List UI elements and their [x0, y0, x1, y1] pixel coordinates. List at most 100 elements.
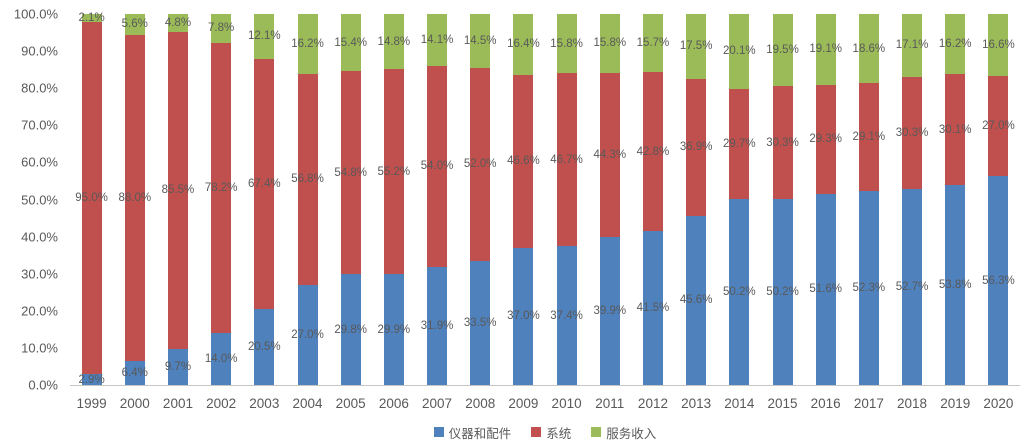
data-label-instruments-and-accessories: 53.8% — [938, 279, 972, 292]
data-label-instruments-and-accessories: 41.5% — [636, 302, 670, 315]
bar-segment-systems — [124, 34, 145, 362]
data-label-systems: 67.4% — [248, 177, 281, 190]
bar-segment-instruments-and-accessories — [815, 193, 836, 385]
x-axis-tick-label: 2012 — [637, 396, 668, 411]
bar-segment-instruments-and-accessories — [772, 198, 793, 385]
data-label-instruments-and-accessories: 52.3% — [852, 281, 886, 294]
data-label-systems: 55.2% — [377, 165, 411, 178]
bar-segment-service-revenue — [513, 14, 534, 75]
data-label-service-revenue: 16.2% — [291, 38, 324, 51]
bar-segment-instruments-and-accessories — [124, 361, 145, 385]
bar-segment-systems — [340, 71, 361, 275]
y-axis-tick-label: 10.0% — [21, 340, 58, 356]
data-label-systems: 54.0% — [420, 160, 454, 173]
data-label-systems: 29.1% — [852, 131, 886, 143]
data-label-service-revenue: 20.1% — [723, 45, 756, 58]
bar-segment-instruments-and-accessories — [340, 274, 361, 385]
legend-label-instruments-and-accessories: 仪器和配件 — [448, 426, 512, 441]
bar-segment-systems — [81, 21, 102, 375]
bar-segment-service-revenue — [858, 14, 879, 84]
bar-segment-instruments-and-accessories — [254, 308, 275, 385]
bar-segment-instruments-and-accessories — [945, 185, 966, 385]
data-label-systems: 29.3% — [809, 133, 842, 146]
legend-item-service-revenue: 服务收入 — [591, 423, 656, 442]
legend-item-instruments-and-accessories: 仪器和配件 — [433, 423, 512, 442]
bar-segment-instruments-and-accessories — [427, 266, 448, 385]
data-label-systems: 46.7% — [550, 153, 583, 166]
bar-segment-instruments-and-accessories — [470, 260, 491, 385]
bar-segment-instruments-and-accessories — [211, 333, 232, 385]
legend-item-systems: 系统 — [531, 423, 571, 442]
bar-segment-service-revenue — [729, 14, 750, 89]
y-axis-tick-label: 0.0% — [28, 377, 58, 393]
data-label-systems: 36.9% — [679, 141, 713, 154]
bar-segment-instruments-and-accessories — [383, 274, 404, 385]
data-label-instruments-and-accessories: 51.6% — [809, 283, 842, 296]
data-label-service-revenue: 16.2% — [938, 37, 972, 50]
bar-segment-systems — [513, 74, 534, 248]
data-label-instruments-and-accessories: 50.2% — [766, 285, 799, 298]
y-axis: 100.0% 90.0% 80.0% 70.0% 60.0% 50.0% 40.0% 30.0… — [0, 7, 62, 393]
data-label-instruments-and-accessories: 27.0% — [291, 328, 324, 341]
data-label-instruments-and-accessories: 52.7% — [895, 281, 929, 294]
bar-segment-instruments-and-accessories — [167, 349, 188, 385]
data-label-instruments-and-accessories: 31.9% — [420, 319, 454, 332]
data-label-instruments-and-accessories: 33.5% — [463, 316, 497, 329]
bar-segment-instruments-and-accessories — [858, 190, 879, 385]
data-label-instruments-and-accessories: 37.4% — [550, 309, 583, 322]
bar-segment-service-revenue — [254, 14, 275, 59]
bar-segment-systems — [772, 86, 793, 199]
data-label-service-revenue: 15.8% — [550, 37, 583, 50]
legend-swatch-instruments-and-accessories — [433, 427, 444, 437]
bar-segment-service-revenue — [427, 14, 448, 67]
x-axis-tick-label: 2006 — [378, 396, 409, 411]
bar-segment-systems — [815, 84, 836, 194]
bar-segment-systems — [642, 72, 663, 232]
x-axis-tick-label: 2019 — [940, 396, 971, 411]
bar-segment-systems — [988, 75, 1009, 177]
data-label-service-revenue: 14.5% — [463, 34, 497, 47]
bar-segment-instruments-and-accessories — [729, 198, 750, 385]
data-label-service-revenue: 15.7% — [636, 37, 670, 50]
x-axis-tick-label: 2000 — [119, 396, 150, 411]
y-axis-tick-label: 90.0% — [21, 43, 58, 59]
x-axis-tick-label: 2018 — [897, 396, 928, 411]
data-label-systems: 52.0% — [463, 158, 497, 171]
data-label-service-revenue: 18.6% — [852, 42, 886, 55]
data-label-systems: 88.0% — [118, 192, 152, 205]
data-label-instruments-and-accessories: 14.0% — [204, 353, 238, 366]
data-label-instruments-and-accessories: 37.0% — [507, 310, 540, 323]
x-axis-tick-label: 2008 — [465, 396, 496, 411]
bar-segment-instruments-and-accessories — [902, 189, 923, 385]
data-label-service-revenue: 16.6% — [982, 39, 1015, 52]
x-axis-tick-label: 2013 — [681, 396, 712, 411]
bar-segment-instruments-and-accessories — [599, 236, 620, 385]
data-label-service-revenue: 14.1% — [420, 34, 454, 47]
data-label-service-revenue: 15.8% — [593, 37, 627, 50]
data-label-systems: 56.8% — [291, 173, 324, 186]
data-label-systems: 85.5% — [161, 184, 195, 197]
bar-segment-service-revenue — [124, 14, 145, 35]
bar-segment-instruments-and-accessories — [81, 374, 102, 385]
bar-segment-service-revenue — [470, 14, 491, 68]
bar-segment-systems — [858, 83, 879, 191]
data-label-systems: 44.3% — [593, 148, 627, 161]
data-label-service-revenue: 4.8% — [164, 16, 192, 29]
bar-segment-service-revenue — [340, 14, 361, 72]
data-label-instruments-and-accessories: 39.9% — [593, 305, 627, 317]
bar-segment-systems — [470, 67, 491, 261]
data-label-instruments-and-accessories: 50.2% — [723, 285, 756, 298]
bar-segment-service-revenue — [599, 14, 620, 73]
bar-segment-service-revenue — [642, 14, 663, 73]
data-label-systems: 46.6% — [507, 155, 540, 168]
bar-segment-service-revenue — [81, 14, 102, 22]
x-axis-tick-label: 2014 — [724, 396, 755, 411]
data-label-systems: 54.8% — [334, 166, 367, 179]
data-label-service-revenue: 2.1% — [78, 11, 105, 24]
x-axis-tick-label: 1999 — [76, 396, 107, 411]
bar-segment-service-revenue — [988, 14, 1009, 76]
data-label-service-revenue: 19.5% — [766, 44, 799, 57]
bar-segment-service-revenue — [297, 14, 318, 75]
bar-segment-systems — [729, 88, 750, 199]
